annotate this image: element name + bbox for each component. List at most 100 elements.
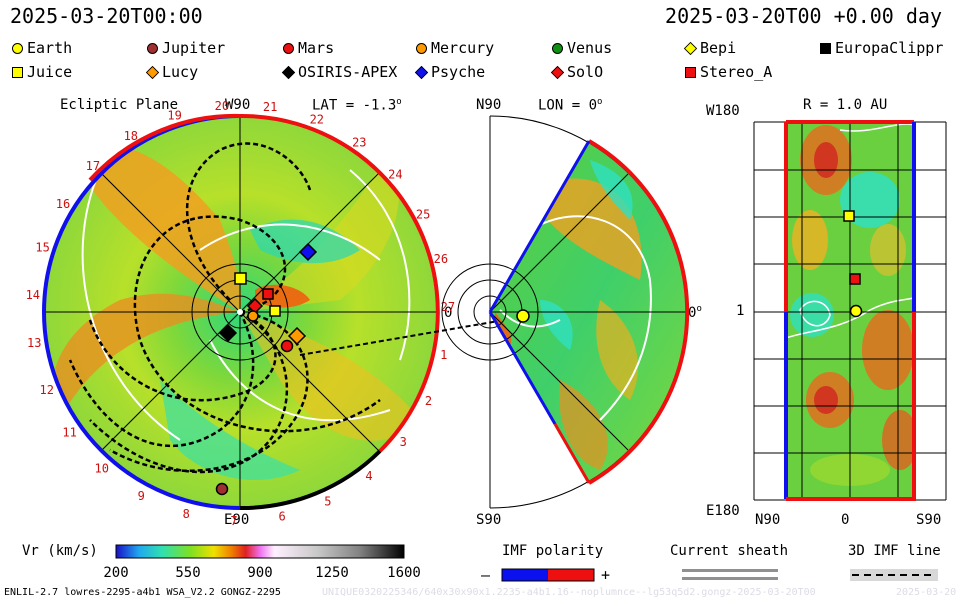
ecliptic-top-label: W90: [225, 97, 251, 113]
ecliptic-rim-gap: [239, 449, 382, 511]
ecliptic-bodies: [215, 242, 318, 496]
radial-r-label: R = 1.0 AU: [803, 97, 888, 113]
radial-panel: [753, 120, 947, 501]
ecliptic-tick-label: 6: [278, 510, 285, 524]
ecliptic-tick-label: 23: [352, 136, 366, 150]
meridional-bottom-label: S90: [476, 512, 502, 528]
run-id-footer: UNIQUE0320225346/640x30x90x1.2235-a4b1.1…: [322, 587, 816, 598]
legend-item-solo: SolO: [550, 63, 603, 81]
legend-item-lucy: Lucy: [145, 63, 198, 81]
ecliptic-imf-lines: [68, 142, 381, 474]
ecliptic-tick-label: 16: [56, 197, 70, 211]
juice-marker-radial: [843, 210, 855, 222]
ecliptic-tick-label: 20: [215, 99, 229, 113]
imf-polarity-label: IMF polarity: [502, 543, 604, 559]
stereo-a-marker-icon: [685, 66, 696, 78]
ecliptic-tick-label: 22: [310, 113, 324, 127]
ecliptic-tick-label: 14: [26, 288, 40, 302]
vr-colorbar-tick: 200: [103, 565, 128, 581]
sun-icon: [237, 309, 243, 315]
vr-colorbar-tick: 1250: [315, 565, 349, 581]
legend-item-bepi: Bepi: [683, 39, 736, 57]
mars-marker-icon: [283, 42, 294, 54]
vr-colorbar: [115, 544, 405, 559]
mars-marker: [280, 339, 294, 353]
jupiter-marker-icon: [147, 42, 158, 54]
ecliptic-tick-label: 10: [94, 461, 108, 475]
imf-polarity-minus: –: [481, 566, 491, 584]
ecliptic-tick-label: 26: [434, 252, 448, 266]
run-time-left: 2025-03-20T00:00: [10, 4, 203, 28]
meridional-edge-south: [488, 311, 557, 425]
imf-line-label: 3D IMF line: [848, 543, 941, 559]
ecliptic-tick-label: 18: [124, 129, 138, 143]
legend-item-venus: Venus: [552, 39, 612, 57]
imf-polarity-positive-swatch: [548, 569, 594, 581]
radial-mid-label: 1: [736, 303, 745, 319]
ecliptic-title: Ecliptic Plane: [60, 97, 179, 113]
radial-bottom-left-label: E180: [706, 503, 740, 519]
current-sheath-label: Current sheath: [670, 543, 789, 559]
radial-field: [790, 125, 914, 486]
ecliptic-tick-label: 13: [27, 336, 41, 350]
current-sheath-sample: [682, 569, 778, 572]
venus-marker-icon: [552, 42, 563, 54]
radial-top-left-label: W180: [706, 103, 740, 119]
legend-item-psyche: Psyche: [414, 63, 485, 81]
meridional-field: [495, 160, 642, 470]
ecliptic-rim-positive: [239, 113, 440, 453]
ecliptic-lat-label: LAT = -1.3o: [312, 97, 402, 114]
meridional-right-label: 0o: [688, 304, 702, 321]
ecliptic-tick-label: 4: [365, 469, 372, 483]
ecliptic-tick-label: 5: [324, 495, 331, 509]
vr-colorbar-ticks: 200 550 900 1250 1600: [103, 565, 421, 581]
legend-item-osiris-apex: OSIRIS-APEX: [281, 63, 397, 81]
ecliptic-tick-label: 8: [183, 507, 190, 521]
ecliptic-panel: 0: [42, 113, 523, 511]
earth-connector-line: [299, 316, 523, 356]
ecliptic-tick-label: 9: [138, 489, 145, 503]
ecliptic-right-label: 0: [444, 305, 452, 321]
meridional-top-label: N90: [476, 97, 502, 113]
mercury-marker-icon: [416, 42, 427, 54]
ecliptic-tick-label: 21: [263, 100, 277, 114]
psyche-marker: [298, 242, 318, 262]
stereo-a-marker: [262, 288, 274, 300]
ecliptic-tick-label: 12: [39, 383, 53, 397]
ecliptic-tick-label: 1: [440, 348, 447, 362]
ecliptic-tick-label: 7: [230, 514, 237, 528]
meridional-rim: [587, 139, 690, 485]
radial-x-label-s90: S90: [916, 512, 942, 528]
ecliptic-tick-label: 19: [167, 109, 181, 123]
stereo-a-marker-radial: [849, 273, 861, 285]
vr-colorbar-tick: 900: [247, 565, 272, 581]
legend-item-mars: Mars: [283, 39, 334, 57]
run-date-footer: 2025-03-20: [896, 587, 957, 598]
europaclipper-marker-icon: [820, 42, 831, 54]
vr-colorbar-label: Vr (km/s): [22, 543, 98, 559]
jupiter-marker: [215, 482, 229, 496]
radial-x-label-0: 0: [841, 512, 850, 528]
imf-polarity-plus: +: [601, 566, 611, 584]
meridional-panel: 0o: [441, 115, 702, 509]
imf-polarity-negative-swatch: [502, 569, 548, 581]
ecliptic-rim-negative: [42, 114, 241, 510]
ecliptic-tick-label: 2: [425, 394, 432, 408]
legend-item-mercury: Mercury: [416, 39, 494, 57]
ecliptic-tick-label: 24: [388, 168, 402, 182]
ecliptic-tick-label: 11: [62, 425, 76, 439]
legend-item-stereo-a: Stereo_A: [685, 63, 772, 81]
meridional-lon-label: LON = 0o: [538, 97, 603, 114]
earth-marker-icon: [12, 42, 23, 54]
ecliptic-tick-label: 15: [35, 241, 49, 255]
mercury-marker: [247, 310, 259, 322]
meridional-edge-north: [488, 140, 591, 313]
lucy-marker: [287, 326, 307, 346]
model-info-footer: ENLIL-2.7 lowres-2295-a4b1 WSA_V2.2 GONG…: [4, 587, 281, 598]
legend-item-jupiter: Jupiter: [147, 39, 225, 57]
ecliptic-tick-label: 27: [441, 300, 455, 314]
juice-marker: [234, 272, 247, 285]
earth-marker-radial: [849, 304, 863, 318]
